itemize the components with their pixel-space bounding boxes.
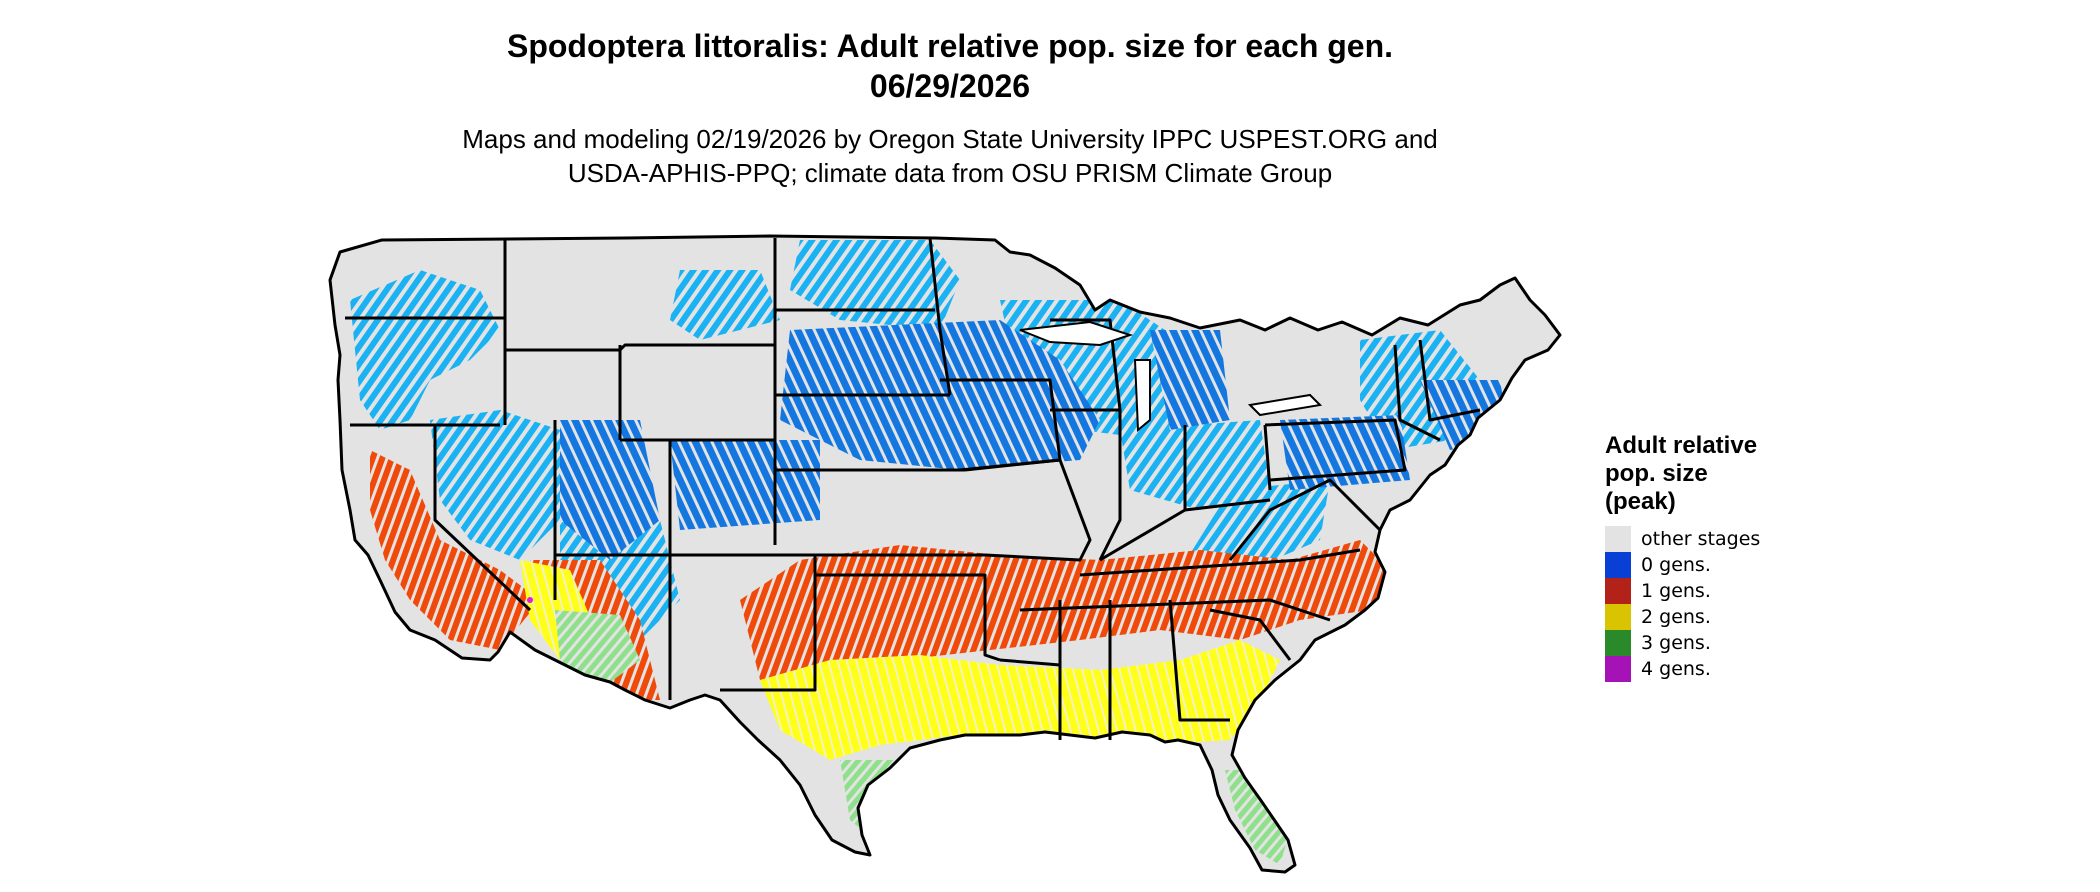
state-line-ny-ne xyxy=(1393,344,1441,442)
state-line-mn-west xyxy=(928,237,952,396)
legend-swatch xyxy=(1605,578,1631,604)
lake-michigan xyxy=(1133,359,1151,433)
legend-title-line-2: pop. size xyxy=(1605,460,1708,487)
title-line-2: 06/29/2026 xyxy=(869,68,1031,104)
legend-swatch xyxy=(1605,552,1631,578)
legend: Adult relative pop. size (peak) other st… xyxy=(1605,432,1845,682)
great-lakes xyxy=(1019,320,1323,433)
state-line-nm-tx xyxy=(720,555,817,692)
legend-item: 3 gens. xyxy=(1605,630,1845,656)
legend-item: 0 gens. xyxy=(1605,552,1845,578)
zone-2-gens-gulf-belt xyxy=(760,640,1280,760)
zone-4-gens-south-texas xyxy=(889,836,897,844)
legend-label: 3 gens. xyxy=(1641,632,1711,654)
state-line-il-in xyxy=(1098,410,1122,561)
legend-label: 0 gens. xyxy=(1641,554,1711,576)
zone-0-gens-light-dakotas xyxy=(790,240,960,330)
state-line-mo xyxy=(964,458,1092,562)
legend-title: Adult relative pop. size (peak) xyxy=(1605,432,1845,516)
lake-superior xyxy=(1019,320,1134,347)
state-line-ok-tx xyxy=(815,573,1001,662)
state-line-oh-pa xyxy=(1263,424,1272,491)
state-line-sc xyxy=(1209,608,1292,661)
zone-0-gens-dark-michigan xyxy=(1150,330,1230,430)
state-line-wi-il xyxy=(1050,318,1122,412)
zone-0-gens-light-great-basin xyxy=(430,410,560,560)
legend-label: other stages xyxy=(1641,528,1761,550)
legend-swatch xyxy=(1605,604,1631,630)
legend-swatch xyxy=(1605,526,1631,552)
legend-items: other stages 0 gens. 1 gens. 2 gens. 3 gens.… xyxy=(1605,526,1845,682)
legend-item: 4 gens. xyxy=(1605,656,1845,682)
zone-0-gens-light-west xyxy=(350,270,500,430)
legend-swatch xyxy=(1605,656,1631,682)
subtitle-line-2: USDA-APHIS-PPQ; climate data from OSU PR… xyxy=(567,158,1333,188)
state-line-mt-south xyxy=(505,343,775,352)
zone-4-gens-florida-keys xyxy=(1249,873,1255,879)
legend-item: 1 gens. xyxy=(1605,578,1845,604)
zone-0-gens-light-ohio xyxy=(1120,420,1270,510)
us-outline xyxy=(328,234,1562,874)
title-line-1: Spodoptera littoralis: Adult relative po… xyxy=(506,28,1394,64)
state-line-ky-tn xyxy=(1079,548,1361,577)
legend-title-line-3: (peak) xyxy=(1605,488,1676,515)
legend-label: 1 gens. xyxy=(1641,580,1711,602)
map-subtitle: Maps and modeling 02/19/2026 by Oregon S… xyxy=(0,122,1900,190)
legend-label: 4 gens. xyxy=(1641,658,1711,680)
state-line-va-nc xyxy=(1228,478,1382,561)
zone-0-gens-dark-west xyxy=(560,420,660,560)
legend-item: other stages xyxy=(1605,526,1845,552)
lake-erie xyxy=(1247,393,1323,417)
zone-1-gens-california xyxy=(370,450,540,650)
state-boundaries xyxy=(328,234,1562,874)
state-line-new-england xyxy=(1418,339,1481,422)
subtitle-line-1: Maps and modeling 02/19/2026 by Oregon S… xyxy=(462,124,1438,154)
legend-title-line-1: Adult relative xyxy=(1605,432,1758,459)
zone-0-gens-dark-colorado xyxy=(670,440,820,530)
state-line-ga xyxy=(1168,599,1230,722)
map-title: Spodoptera littoralis: Adult relative po… xyxy=(0,26,1900,106)
legend-item: 2 gens. xyxy=(1605,604,1845,630)
zone-0-gens-light-northern-plains xyxy=(670,270,780,340)
state-line-ca-nv xyxy=(433,425,532,612)
zone-4-gens-desert xyxy=(527,597,533,603)
state-line-ky-north xyxy=(1099,498,1271,562)
state-line-pa-ny xyxy=(1264,418,1407,482)
legend-label: 2 gens. xyxy=(1641,606,1711,628)
legend-swatch xyxy=(1605,630,1631,656)
state-line-tn-south xyxy=(1019,598,1331,622)
